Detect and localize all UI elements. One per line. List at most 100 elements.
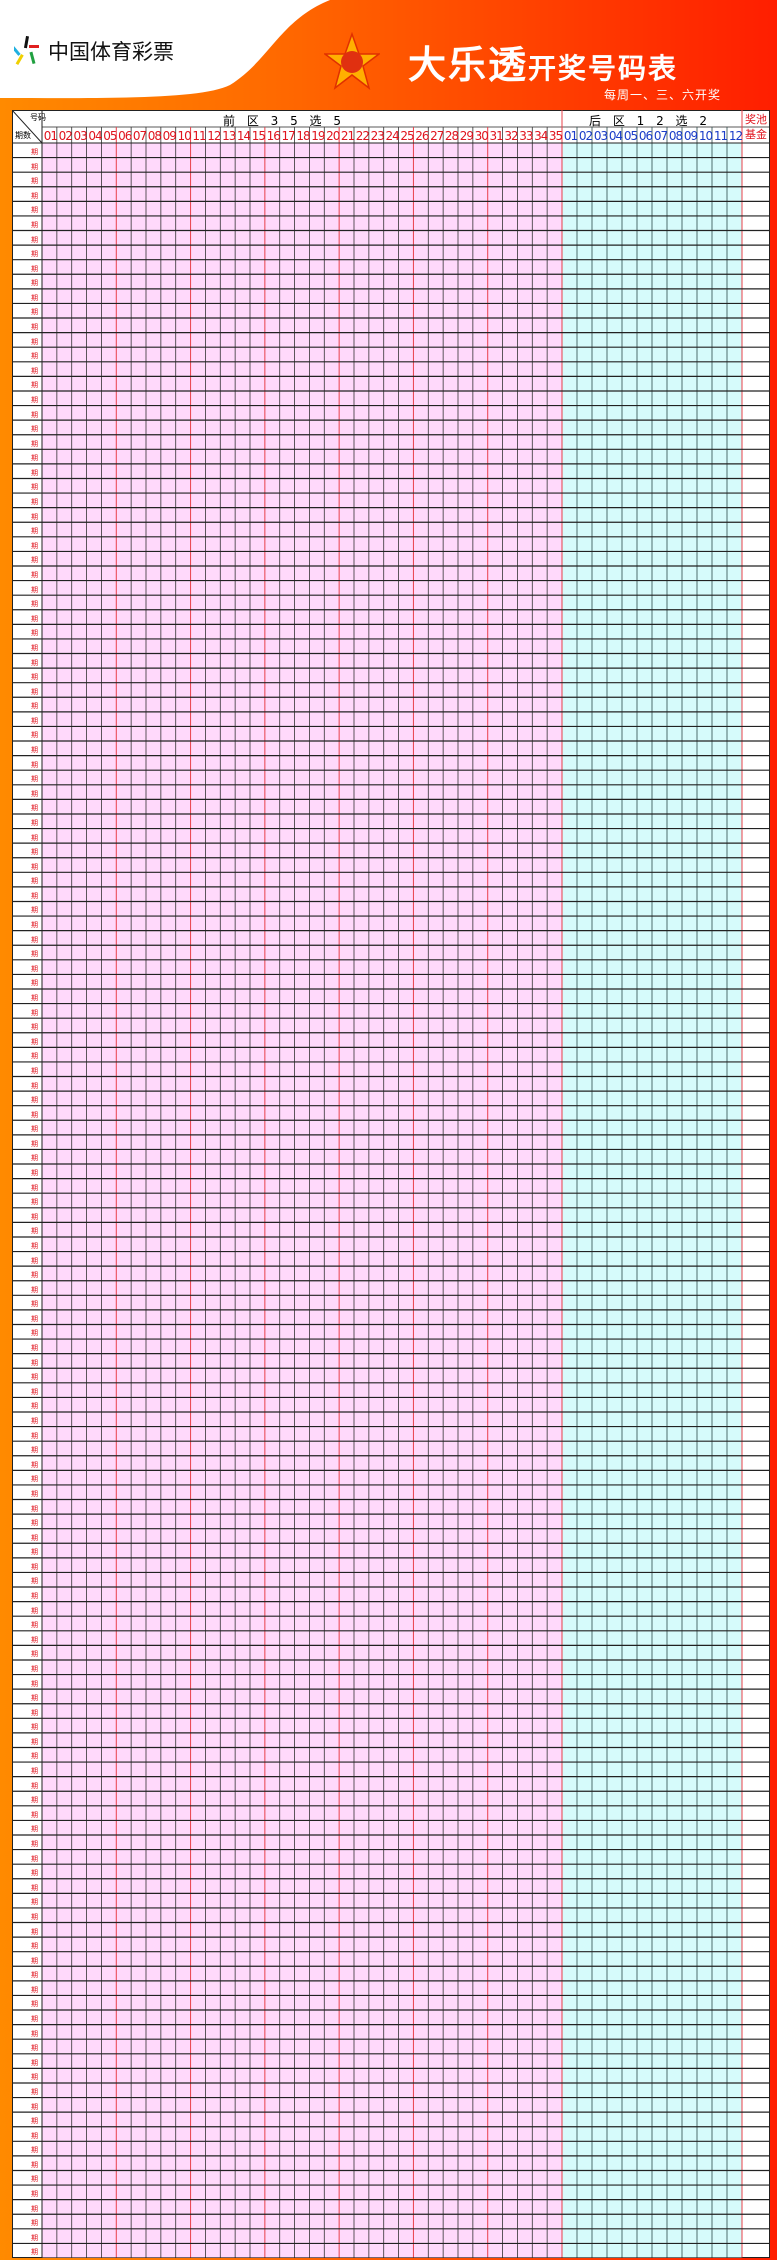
lottery-logo-icon	[14, 36, 39, 66]
row-period-label: 期	[31, 1679, 38, 1688]
front-number-header: 17	[281, 129, 295, 143]
front-number-header: 15	[251, 129, 266, 143]
row-period-label: 期	[31, 1052, 38, 1061]
row-period-label: 期	[31, 1562, 38, 1571]
row-period-label: 期	[31, 673, 38, 682]
row-period-label: 期	[31, 235, 38, 244]
back-number-header: 08	[668, 129, 683, 143]
row-period-label: 期	[31, 1664, 38, 1673]
front-number-header: 21	[340, 129, 355, 143]
row-period-label: 期	[31, 2029, 38, 2038]
front-number-header: 30	[474, 129, 489, 143]
row-period-label: 期	[31, 1635, 38, 1644]
row-period-label: 期	[31, 2219, 38, 2228]
front-number-header: 28	[444, 129, 459, 143]
row-period-label: 期	[31, 1431, 38, 1440]
row-period-label: 期	[31, 1504, 38, 1513]
back-number-header: 10	[698, 129, 713, 143]
row-period-label: 期	[31, 1869, 38, 1878]
row-period-label: 期	[31, 2015, 38, 2024]
row-period-label: 期	[31, 1723, 38, 1732]
front-number-header: 07	[132, 129, 147, 143]
row-period-label: 期	[31, 293, 38, 302]
front-number-header: 26	[415, 129, 429, 143]
row-period-label: 期	[31, 323, 38, 332]
front-number-header: 11	[192, 129, 206, 143]
row-period-label: 期	[31, 585, 38, 594]
row-period-label: 期	[31, 921, 38, 930]
front-number-header: 06	[118, 129, 132, 143]
row-period-label: 期	[31, 162, 38, 171]
back-number-header: 11	[713, 129, 728, 143]
prize-pool-label: 奖池基金	[745, 113, 767, 141]
row-period-label: 期	[31, 279, 38, 288]
row-period-label: 期	[31, 1854, 38, 1863]
front-number-header: 25	[400, 129, 414, 143]
front-number-header: 05	[103, 129, 117, 143]
row-period-label: 期	[31, 308, 38, 317]
front-number-header: 10	[177, 129, 191, 143]
row-period-label: 期	[31, 1606, 38, 1615]
row-period-label: 期	[31, 1767, 38, 1776]
back-number-header: 07	[653, 129, 668, 143]
row-period-label: 期	[31, 760, 38, 769]
row-period-label: 期	[31, 1256, 38, 1265]
row-period-label: 期	[31, 541, 38, 550]
back-zone-title: 后 区 1 2 选 2	[589, 114, 707, 128]
row-period-label: 期	[31, 1446, 38, 1455]
row-period-label: 期	[31, 468, 38, 477]
row-period-label: 期	[31, 250, 38, 259]
row-period-label: 期	[31, 1883, 38, 1892]
front-number-header: 02	[58, 129, 73, 143]
row-period-label: 期	[31, 862, 38, 871]
row-period-label: 期	[31, 658, 38, 667]
row-period-label: 期	[31, 702, 38, 711]
front-number-header: 27	[430, 129, 444, 143]
row-period-label: 期	[31, 2058, 38, 2067]
row-period-label: 期	[31, 600, 38, 609]
front-number-header: 24	[385, 129, 399, 143]
row-period-label: 期	[31, 1271, 38, 1280]
row-period-label: 期	[31, 483, 38, 492]
back-number-header: 09	[683, 129, 698, 143]
back-number-header: 12	[728, 129, 743, 143]
row-period-label: 期	[31, 1037, 38, 1046]
row-period-label: 期	[31, 498, 38, 507]
row-period-label: 期	[31, 1621, 38, 1630]
row-period-label: 期	[31, 994, 38, 1002]
row-period-label: 期	[31, 2102, 38, 2111]
row-period-label: 期	[31, 1110, 38, 1119]
daletou-star-logo	[324, 32, 380, 90]
row-period-label: 期	[31, 2117, 38, 2126]
row-period-label: 期	[31, 2160, 38, 2169]
row-period-label: 期	[31, 1023, 38, 1032]
china-sports-lottery-logo: 中国体育彩票	[14, 36, 174, 66]
row-period-label: 期	[31, 148, 38, 156]
row-period-label: 期	[31, 1898, 38, 1907]
row-period-label: 期	[31, 1592, 38, 1601]
row-period-label: 期	[31, 337, 38, 346]
row-period-label: 期	[31, 891, 38, 900]
row-period-label: 期	[31, 1489, 38, 1498]
row-period-label: 期	[31, 1475, 38, 1484]
row-period-label: 期	[31, 1358, 38, 1367]
corner-diagonal	[12, 110, 43, 144]
row-period-label: 期	[31, 1125, 38, 1134]
row-period-label: 期	[31, 2175, 38, 2184]
row-period-label: 期	[31, 1241, 38, 1250]
row-period-label: 期	[31, 1212, 38, 1221]
back-number-header: 06	[638, 129, 653, 143]
row-period-label: 期	[31, 716, 38, 725]
row-period-label: 期	[31, 833, 38, 842]
row-period-label: 期	[31, 1781, 38, 1790]
row-period-label: 期	[31, 571, 38, 579]
row-period-label: 期	[31, 2087, 38, 2096]
front-number-header: 23	[370, 129, 385, 143]
row-period-label: 期	[31, 439, 38, 448]
row-period-label: 期	[31, 950, 38, 959]
row-period-label: 期	[31, 1373, 38, 1382]
row-period-label: 期	[31, 1577, 38, 1586]
front-number-header: 32	[504, 129, 518, 143]
row-period-label: 期	[31, 352, 38, 361]
row-period-label: 期	[31, 1533, 38, 1542]
